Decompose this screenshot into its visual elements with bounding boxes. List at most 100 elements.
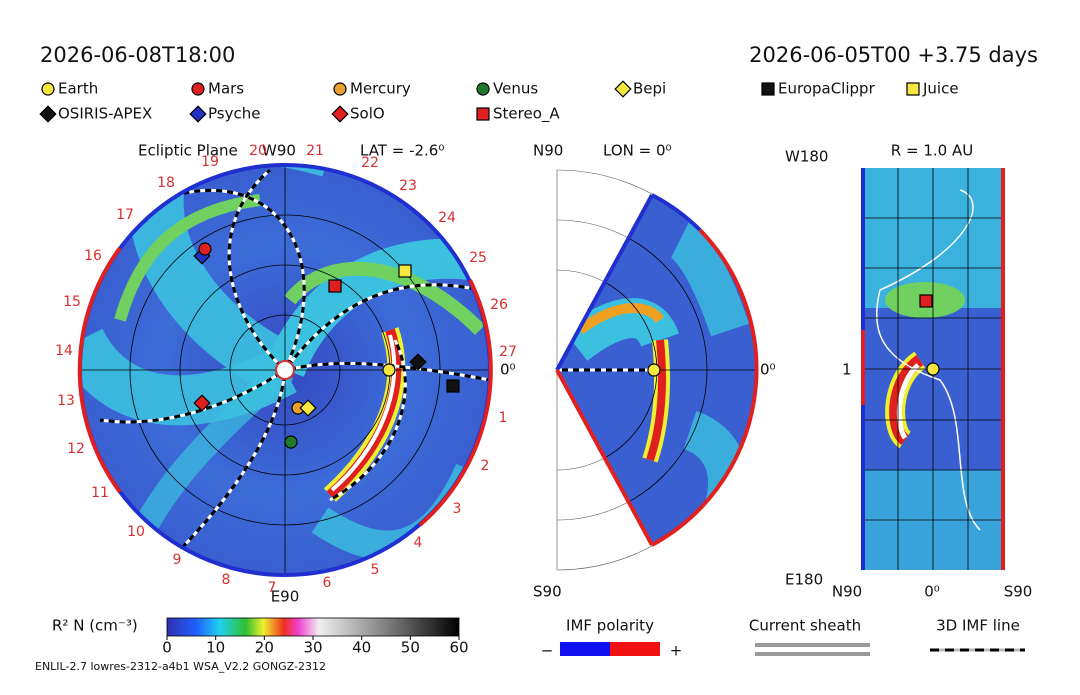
marker [41, 82, 55, 96]
marker [919, 294, 933, 308]
sector-label: 17 [116, 207, 134, 223]
marker [409, 353, 427, 371]
legend: Earth Mars Mercury Venus Bepi EuropaClippr Jui… [39, 80, 959, 124]
axis-label: W180 [785, 148, 828, 166]
sector-label: 7 [268, 580, 277, 596]
axis-label: 0⁰ [924, 583, 940, 601]
sector-label: 3 [453, 501, 462, 517]
marker [299, 399, 317, 417]
marker [906, 82, 920, 96]
legend-label: Earth [58, 80, 98, 98]
imf-positive [610, 642, 660, 656]
sector-label: 21 [306, 143, 324, 159]
axis-label: 0⁰ [760, 361, 776, 379]
sector-label: 15 [63, 294, 81, 310]
panel-title: Ecliptic Plane [138, 142, 238, 160]
legend-label: Psyche [208, 105, 260, 123]
marker [328, 279, 342, 293]
marker [284, 435, 298, 449]
sector-label: 10 [127, 524, 145, 540]
colorbar-tick-label: 10 [206, 639, 225, 657]
sector-label: 1 [499, 410, 508, 426]
time-label: 2026-06-08T18:00 [40, 43, 235, 67]
marker [333, 82, 347, 96]
marker [926, 362, 940, 376]
legend-label: SolO [350, 105, 385, 123]
sector-label: 24 [438, 210, 456, 226]
colorbar-tick-label: 40 [352, 639, 371, 657]
sector-label: 5 [371, 562, 380, 578]
sector-label: 23 [399, 178, 417, 194]
marker [446, 379, 460, 393]
sector-label: 26 [490, 297, 508, 313]
sector-label: 2 [481, 458, 490, 474]
colorbar-ticks: 0 10 20 30 40 50 60 [162, 636, 469, 657]
axis-label: 1 [842, 361, 852, 379]
sector-label: 25 [469, 250, 487, 266]
colorbar-tick-label: 50 [401, 639, 420, 657]
marker [191, 82, 205, 96]
imf-negative [560, 642, 610, 656]
sector-label: 18 [157, 175, 175, 191]
marker [476, 82, 490, 96]
marker [189, 105, 207, 123]
marker [761, 82, 775, 96]
imf-plus: + [670, 642, 683, 660]
legend-label: EuropaClippr [778, 80, 876, 98]
axis-label: E90 [271, 588, 300, 606]
marker [398, 264, 412, 278]
colorbar-tick-label: 20 [255, 639, 274, 657]
marker [198, 242, 212, 256]
sector-label: 9 [173, 552, 182, 568]
sector-label: 4 [414, 535, 423, 551]
axis-label: LAT = -2.6⁰ [360, 142, 444, 160]
marker [382, 363, 396, 377]
panel-title: R = 1.0 AU [891, 142, 973, 160]
sector-label: 16 [84, 248, 102, 264]
sheath-label: Current sheath [749, 617, 861, 635]
axis-label: W90 [262, 142, 296, 160]
colorbar-label: R² N (cm⁻³) [52, 617, 138, 635]
axis-label: S90 [533, 583, 562, 601]
sector-label: 14 [55, 343, 73, 359]
imf-title: IMF polarity [566, 617, 654, 635]
axis-label: E180 [785, 571, 823, 589]
legend-label: OSIRIS-APEX [58, 105, 152, 123]
legend-label: Bepi [633, 80, 666, 98]
legend-label: Venus [493, 80, 538, 98]
sector-label: 13 [57, 393, 75, 409]
legend-label: Juice [922, 80, 959, 98]
run-label: 2026-06-05T00 +3.75 days [749, 43, 1038, 67]
footer: ENLIL-2.7 lowres-2312-a4b1 WSA_V2.2 GONG… [35, 660, 326, 673]
colorbar-tick-label: 0 [162, 639, 172, 657]
marker [39, 105, 57, 123]
axis-label: N90 [533, 142, 563, 160]
colorbar [166, 617, 460, 637]
marker [193, 394, 211, 412]
marker [647, 363, 661, 377]
legend-label: Mars [208, 80, 244, 98]
legend-label: Stereo_A [493, 105, 560, 124]
axis-label: S90 [1004, 583, 1033, 601]
marker [476, 107, 490, 121]
marker [331, 105, 349, 123]
sector-label: 20 [249, 143, 267, 159]
imf-line-label: 3D IMF line [936, 617, 1020, 635]
legend-label: Mercury [350, 80, 411, 98]
imf-minus: − [541, 642, 554, 660]
sphere-panel: R = 1.0 AU W180 E180 1 N90 0⁰ S90 [785, 142, 1032, 601]
sector-label: 12 [67, 441, 85, 457]
sector-label: 6 [323, 575, 332, 591]
colorbar-tick-label: 60 [449, 639, 468, 657]
marker [614, 80, 632, 98]
spacecraft-markers [193, 242, 940, 449]
ecliptic-panel: Ecliptic Plane W90 LAT = -2.6⁰ E90 0⁰ [77, 142, 516, 606]
sector-label: 19 [201, 154, 219, 170]
sector-label: 8 [222, 572, 231, 588]
axis-label: LON = 0⁰ [603, 142, 672, 160]
sector-label: 11 [91, 485, 109, 501]
sector-label: 22 [361, 155, 379, 171]
axis-label: 0⁰ [500, 361, 516, 379]
axis-label: N90 [832, 583, 862, 601]
